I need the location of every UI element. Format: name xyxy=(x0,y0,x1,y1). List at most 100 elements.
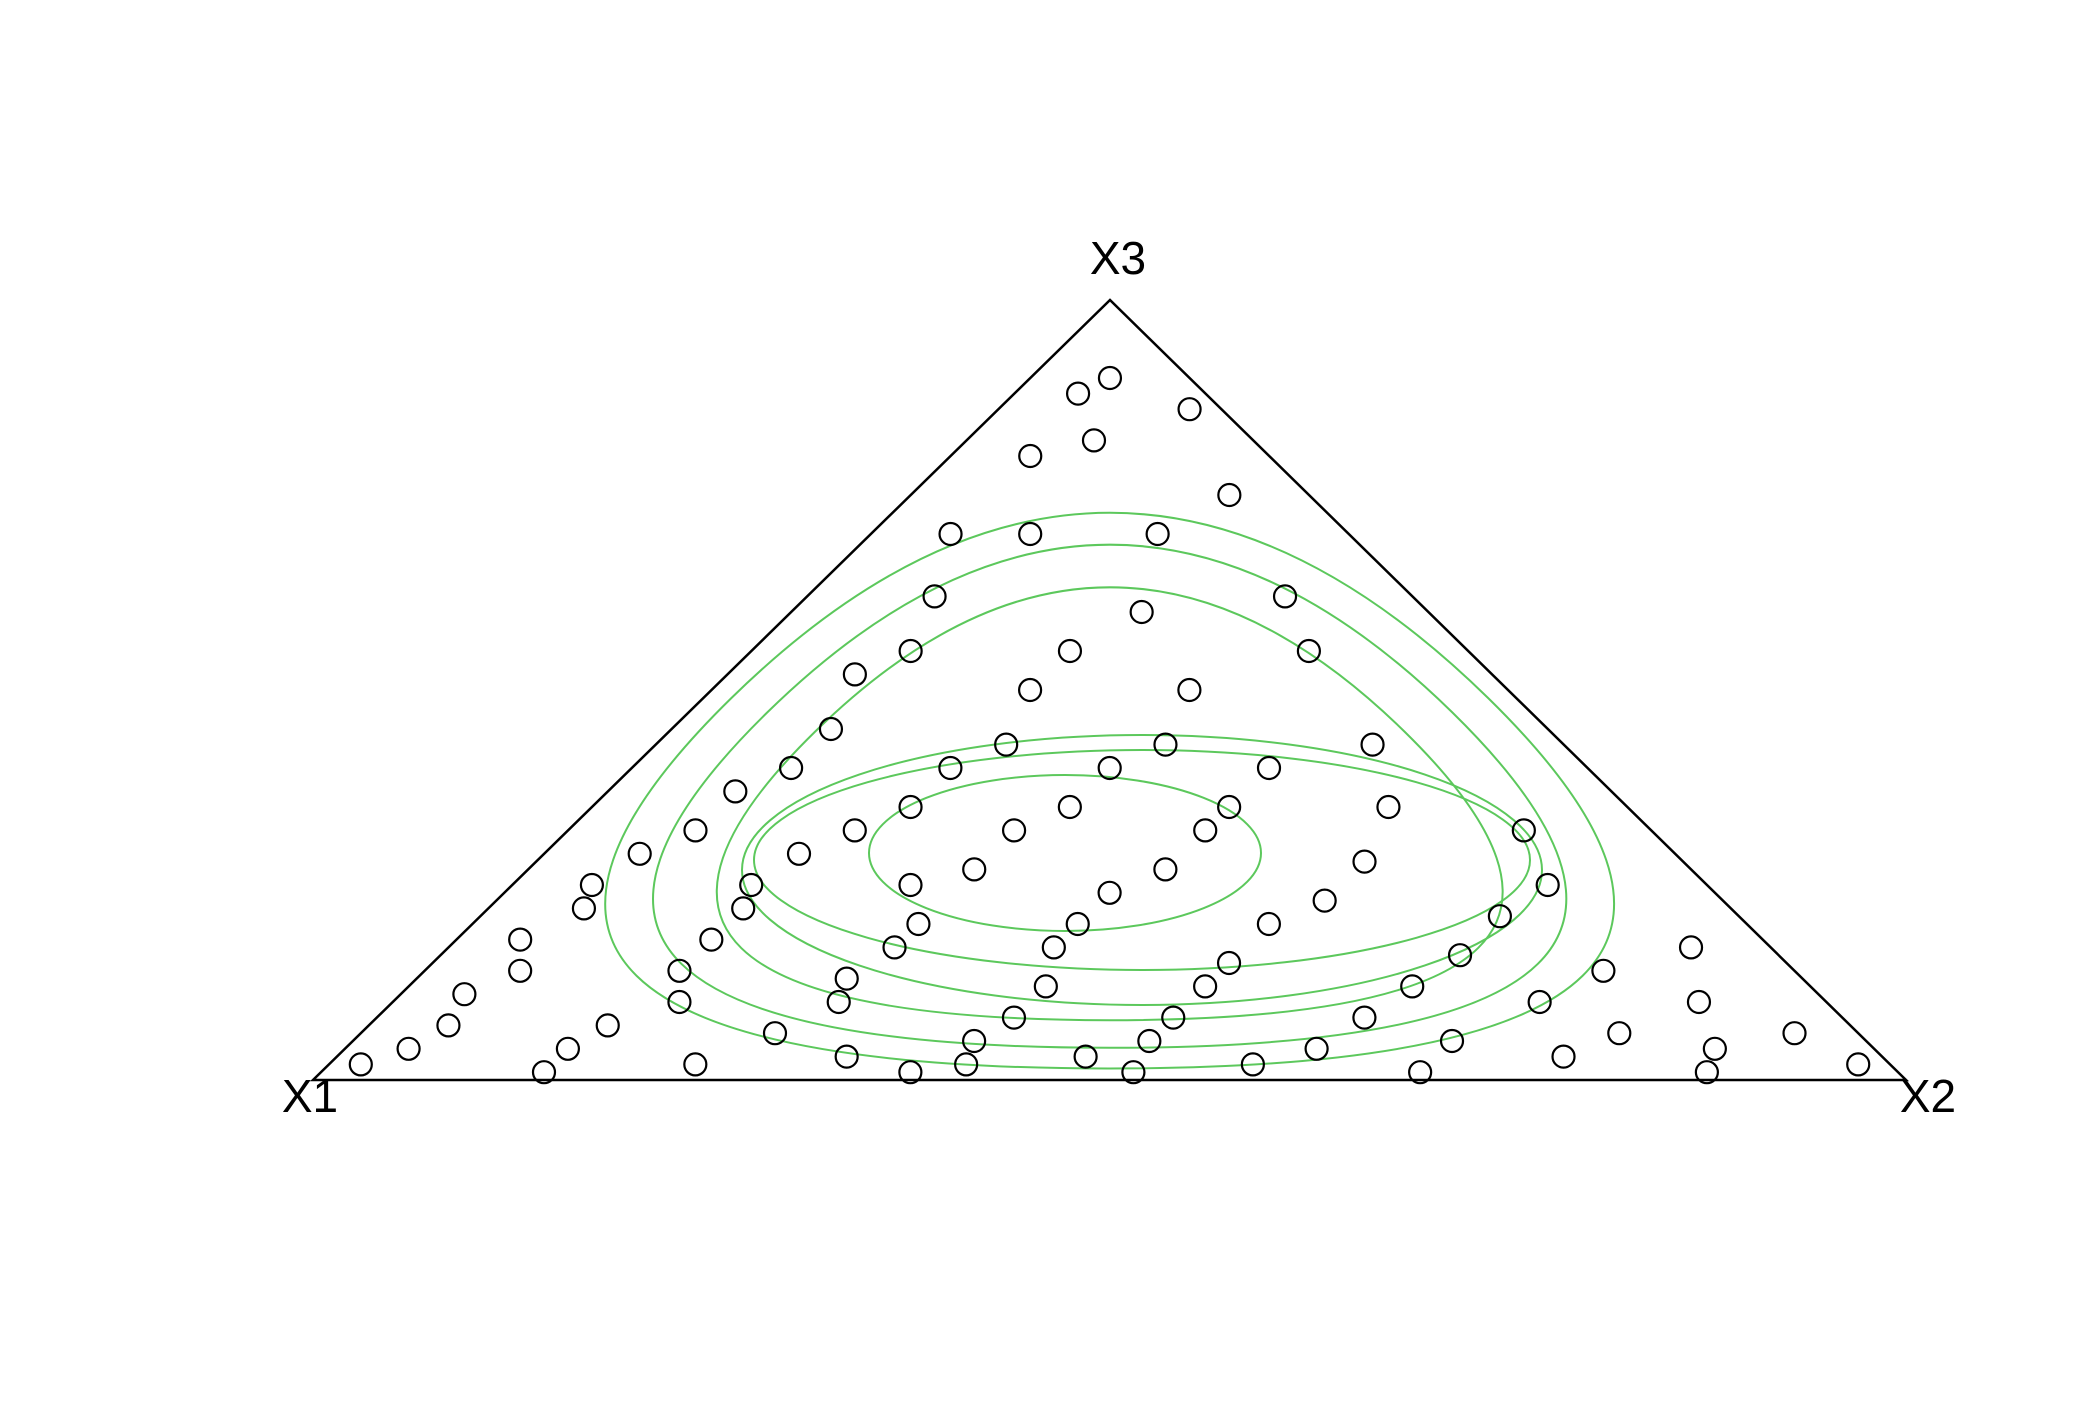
point xyxy=(1376,794,1401,820)
point xyxy=(531,1060,557,1085)
point xyxy=(1535,872,1560,898)
point xyxy=(1097,880,1122,905)
point xyxy=(508,927,533,952)
point xyxy=(834,966,859,991)
point xyxy=(834,1044,859,1069)
point xyxy=(938,521,963,547)
point xyxy=(906,911,931,937)
point xyxy=(1296,638,1322,664)
point xyxy=(898,638,923,664)
point xyxy=(1153,732,1178,757)
point xyxy=(1145,521,1170,547)
point xyxy=(1177,677,1202,703)
contour xyxy=(741,734,1543,1006)
point xyxy=(1017,677,1043,703)
point xyxy=(1782,1021,1807,1046)
point xyxy=(1256,755,1282,781)
point xyxy=(1057,638,1083,664)
point xyxy=(595,1013,620,1038)
point xyxy=(1272,584,1298,609)
point xyxy=(1439,1028,1465,1054)
point xyxy=(842,662,867,687)
point xyxy=(762,1021,788,1046)
point xyxy=(731,896,756,921)
point xyxy=(1216,950,1242,976)
point xyxy=(1408,1060,1433,1085)
vertex-label: X3 xyxy=(1090,232,1146,284)
point xyxy=(1487,904,1512,929)
point xyxy=(627,841,652,866)
point xyxy=(962,1028,987,1054)
point xyxy=(1081,428,1107,453)
point xyxy=(723,779,748,804)
contour xyxy=(753,749,1531,971)
point xyxy=(1240,1052,1265,1077)
point xyxy=(555,1036,581,1061)
point xyxy=(1607,1021,1632,1046)
point xyxy=(1129,599,1154,625)
point xyxy=(1193,974,1218,999)
point xyxy=(1137,1028,1162,1054)
point xyxy=(1447,943,1473,968)
point xyxy=(1400,974,1425,999)
point xyxy=(571,896,597,921)
point xyxy=(1551,1044,1576,1069)
point xyxy=(818,716,844,742)
point xyxy=(1161,1005,1186,1030)
point xyxy=(1256,911,1282,937)
contour xyxy=(715,586,1504,1022)
point xyxy=(667,989,692,1015)
point xyxy=(1018,443,1043,469)
point xyxy=(396,1036,421,1061)
point xyxy=(786,841,812,866)
point xyxy=(1702,1036,1727,1061)
point xyxy=(954,1052,979,1077)
point xyxy=(667,958,692,983)
contour xyxy=(652,543,1568,1049)
point xyxy=(1352,849,1377,874)
point xyxy=(452,982,477,1007)
vertex-label: X1 xyxy=(282,1070,338,1122)
point xyxy=(1846,1052,1871,1077)
contour xyxy=(868,774,1262,932)
density-contours xyxy=(604,511,1616,1070)
point xyxy=(683,818,708,843)
point xyxy=(882,935,907,960)
point xyxy=(1097,755,1122,781)
point xyxy=(1511,818,1536,843)
point xyxy=(898,1060,923,1085)
point xyxy=(1217,482,1242,508)
vertex-label: X2 xyxy=(1900,1070,1956,1122)
point xyxy=(1193,818,1218,843)
point xyxy=(842,818,867,843)
point xyxy=(1360,732,1385,757)
point xyxy=(1018,521,1043,547)
point xyxy=(1033,974,1058,999)
point xyxy=(1153,857,1178,882)
point xyxy=(579,872,605,898)
point xyxy=(1177,397,1202,422)
point xyxy=(683,1052,708,1077)
point xyxy=(1694,1060,1719,1085)
point xyxy=(348,1052,373,1077)
point xyxy=(1312,888,1337,913)
point xyxy=(1121,1060,1146,1085)
point xyxy=(1065,911,1090,937)
point xyxy=(922,584,947,609)
point xyxy=(1097,365,1123,391)
point xyxy=(1527,989,1552,1015)
point xyxy=(1678,935,1704,960)
point xyxy=(994,732,1019,757)
point xyxy=(778,755,804,781)
point xyxy=(436,1013,461,1038)
points xyxy=(348,365,1871,1085)
point xyxy=(1217,794,1242,820)
point xyxy=(1001,1005,1027,1030)
point xyxy=(699,927,724,952)
point xyxy=(898,872,923,898)
point xyxy=(1686,989,1712,1015)
point xyxy=(1304,1036,1329,1061)
point xyxy=(1001,818,1027,843)
point xyxy=(1352,1005,1377,1030)
point xyxy=(962,857,987,882)
